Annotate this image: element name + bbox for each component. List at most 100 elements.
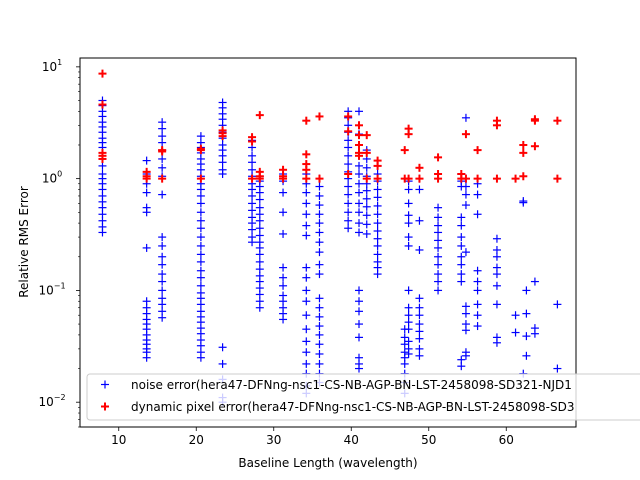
legend-label-noise: noise error(hera47-DFNng-nsc1-CS-NB-AGP-… xyxy=(131,378,572,392)
noise-point xyxy=(362,211,371,220)
dynamic-point xyxy=(196,146,205,155)
noise-point xyxy=(355,199,363,208)
noise-point xyxy=(355,333,363,342)
dynamic-point xyxy=(98,154,107,163)
noise-point xyxy=(511,311,520,320)
noise-point xyxy=(158,233,167,242)
noise-point xyxy=(315,312,324,321)
noise-point xyxy=(315,238,324,247)
noise-point xyxy=(355,228,363,237)
dynamic-point xyxy=(142,174,151,183)
noise-point xyxy=(373,193,382,202)
x-tick-label: 30 xyxy=(266,433,281,447)
dynamic-point xyxy=(373,174,382,183)
noise-point xyxy=(355,208,363,217)
y-axis-label: Relative RMS Error xyxy=(17,186,31,298)
noise-point xyxy=(457,270,466,279)
noise-point xyxy=(492,281,501,290)
noise-point xyxy=(158,163,167,172)
noise-point xyxy=(355,364,363,373)
noise-point xyxy=(279,315,288,324)
noise-point xyxy=(434,260,443,269)
noise-point xyxy=(302,348,311,357)
noise-point xyxy=(492,252,501,261)
noise-point xyxy=(158,260,167,269)
noise-point xyxy=(255,257,264,266)
dynamic-point xyxy=(434,174,443,183)
noise-point xyxy=(142,208,151,217)
noise-point xyxy=(302,231,311,240)
dynamic-point xyxy=(255,174,264,183)
noise-point xyxy=(400,333,409,342)
noise-point xyxy=(415,344,424,353)
dynamic-point xyxy=(158,147,167,156)
noise-point xyxy=(355,307,363,316)
noise-point xyxy=(196,224,205,233)
noise-point xyxy=(196,216,205,225)
noise-point xyxy=(315,303,324,312)
dynamic-point xyxy=(511,174,520,183)
noise-point xyxy=(315,322,324,331)
noise-point xyxy=(218,359,227,368)
noise-point xyxy=(344,190,353,199)
noise-point xyxy=(255,216,264,225)
noise-point xyxy=(315,228,324,237)
noise-point xyxy=(404,303,413,312)
noise-point xyxy=(434,228,443,237)
noise-point xyxy=(355,107,363,116)
noise-point xyxy=(522,309,531,318)
noise-point xyxy=(344,199,353,208)
dynamic-point xyxy=(248,174,257,183)
noise-point xyxy=(553,300,562,309)
dynamic-point xyxy=(355,131,363,140)
noise-point xyxy=(355,161,363,170)
noise-point xyxy=(302,188,311,197)
noise-point xyxy=(302,325,311,334)
noise-point xyxy=(248,158,257,167)
dynamic-point xyxy=(519,172,528,181)
noise-point xyxy=(279,229,288,238)
dynamic-point xyxy=(404,174,413,183)
noise-point xyxy=(302,297,311,306)
noise-point xyxy=(461,201,470,210)
x-axis-label: Baseline Length (wavelength) xyxy=(238,456,417,470)
noise-point xyxy=(362,202,371,211)
dynamic-point xyxy=(355,140,363,149)
dynamic-point xyxy=(492,174,501,183)
noise-point xyxy=(315,340,324,349)
noise-point xyxy=(344,160,353,169)
noise-point xyxy=(315,201,324,210)
noise-point xyxy=(315,349,324,358)
noise-point xyxy=(248,238,257,247)
dynamic-point xyxy=(519,148,528,157)
dynamic-point xyxy=(530,142,539,151)
noise-point xyxy=(492,300,501,309)
noise-point xyxy=(461,302,470,311)
dynamic-point xyxy=(158,174,167,183)
noise-point xyxy=(404,337,413,346)
noise-point xyxy=(196,257,205,266)
noise-point xyxy=(302,210,311,219)
dynamic-point xyxy=(434,153,443,162)
noise-point xyxy=(255,231,264,240)
noise-point xyxy=(461,309,470,318)
noise-point xyxy=(196,266,205,275)
noise-point xyxy=(196,199,205,208)
noise-point xyxy=(279,273,288,282)
noise-point xyxy=(158,190,167,199)
noise-point xyxy=(404,286,413,295)
noise-point xyxy=(457,260,466,269)
dynamic-point xyxy=(218,132,227,141)
noise-point xyxy=(362,186,371,195)
noise-point xyxy=(196,233,205,242)
noise-point xyxy=(355,297,363,306)
dynamic-point xyxy=(373,161,382,170)
noise-point xyxy=(158,286,167,295)
noise-point xyxy=(248,225,257,234)
noise-point xyxy=(315,210,324,219)
dynamic-point xyxy=(400,146,409,155)
noise-point xyxy=(255,290,264,299)
noise-point xyxy=(302,311,311,320)
dynamic-point xyxy=(404,130,413,139)
